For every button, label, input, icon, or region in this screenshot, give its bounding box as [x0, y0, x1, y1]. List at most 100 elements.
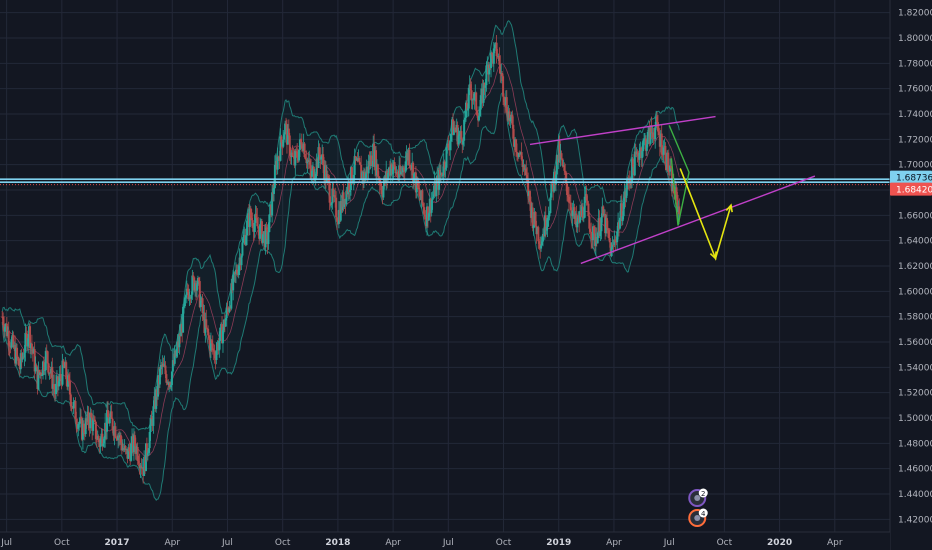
candlestick-series	[1, 35, 681, 484]
candle-body	[265, 227, 268, 231]
event-marker[interactable]: 4	[688, 508, 708, 527]
price-tick-label: 1.62000	[898, 262, 932, 272]
candle-body	[445, 147, 448, 168]
candle-body	[103, 438, 106, 444]
candle-body	[427, 213, 430, 221]
price-axis-bg	[890, 0, 932, 550]
candle-body	[23, 352, 26, 358]
candle-body	[199, 300, 202, 307]
candle-body	[463, 119, 466, 141]
candle-body	[520, 152, 523, 160]
candle-body	[501, 73, 504, 77]
candle-body	[404, 161, 407, 172]
candle-body	[190, 294, 193, 299]
candle-body	[210, 340, 213, 344]
candle-body	[74, 401, 77, 420]
candle-body	[21, 356, 24, 360]
candle-body	[147, 448, 150, 453]
candle-body	[583, 196, 586, 218]
candle-body	[245, 235, 248, 245]
candle-body	[571, 210, 574, 217]
time-tick-label: Jul	[442, 538, 454, 548]
candle-body	[187, 291, 190, 300]
candle-body	[460, 131, 463, 140]
candle-body	[25, 332, 28, 334]
candle-body	[545, 227, 548, 231]
time-tick-label: Oct	[496, 538, 512, 548]
candle-body	[399, 165, 402, 175]
candle-body	[573, 207, 576, 219]
candle-body	[642, 140, 645, 152]
candle-body	[334, 195, 337, 198]
candle-body	[87, 411, 90, 425]
price-tick-label: 1.52000	[898, 389, 932, 399]
candle-body	[541, 241, 544, 246]
candle-body	[612, 244, 615, 246]
time-tick-label: Jul	[0, 538, 12, 548]
candle-body	[503, 96, 506, 102]
candle-body	[435, 181, 438, 197]
candle-body	[257, 226, 260, 229]
candle-body	[29, 326, 32, 349]
candle-body	[646, 132, 649, 145]
candle-body	[413, 173, 416, 183]
candle-body	[641, 151, 644, 158]
candle-body	[532, 224, 535, 229]
candle-body	[326, 174, 329, 178]
candle-body	[94, 421, 97, 440]
candle-body	[511, 114, 514, 125]
candle-body	[101, 433, 104, 447]
candle-body	[611, 244, 614, 248]
candle-body	[295, 150, 298, 152]
candle-body	[466, 108, 469, 111]
candle-body	[512, 124, 515, 139]
candle-body	[242, 238, 245, 243]
candle-body	[309, 160, 312, 169]
candle-body	[273, 164, 276, 188]
candle-body	[391, 169, 394, 175]
candle-body	[140, 465, 143, 469]
candle-body	[57, 381, 60, 387]
candle-body	[667, 152, 670, 172]
candle-body	[127, 447, 130, 459]
candle-body	[525, 168, 528, 176]
candle-body	[626, 179, 629, 190]
candle-body	[55, 383, 58, 395]
candle-body	[69, 394, 72, 407]
candle-body	[560, 153, 563, 159]
candle-body	[566, 183, 569, 196]
candle-body	[423, 207, 426, 215]
candle-body	[330, 203, 333, 205]
candle-body	[587, 203, 590, 217]
candle-body	[643, 139, 646, 141]
candle-body	[209, 340, 212, 351]
candle-body	[505, 97, 508, 113]
candle-body	[155, 389, 158, 409]
candle-body	[555, 154, 558, 175]
candle-body	[417, 187, 420, 190]
candle-body	[298, 139, 301, 150]
candle-body	[408, 149, 411, 165]
time-axis[interactable]: Jul Oct 2017 Apr Jul Oct 2018 Apr Jul Oct 2019 Apr J…	[0, 531, 890, 550]
candle-body	[268, 214, 271, 233]
candle-body	[59, 374, 62, 379]
price-axis[interactable]: 1.82000 1.80000 1.78000 1.76000 1.74000 1.720…	[889, 0, 932, 550]
candle-body	[382, 186, 385, 198]
event-markers[interactable]: 24	[688, 488, 708, 527]
bollinger-bands	[1, 20, 680, 502]
candle-body	[569, 202, 572, 211]
candle-body	[79, 417, 82, 424]
candle-body	[656, 122, 659, 132]
candle-body	[304, 157, 307, 160]
candle-body	[206, 327, 209, 329]
trend-drawings[interactable]	[529, 115, 816, 265]
candle-body	[564, 170, 567, 173]
candle-body	[12, 334, 15, 348]
time-tick-label: 2020	[767, 538, 792, 548]
event-marker[interactable]: 2	[688, 488, 708, 507]
candle-body	[449, 141, 452, 151]
candle-body	[620, 203, 623, 222]
candle-body	[523, 165, 526, 170]
candle-body	[43, 370, 46, 371]
